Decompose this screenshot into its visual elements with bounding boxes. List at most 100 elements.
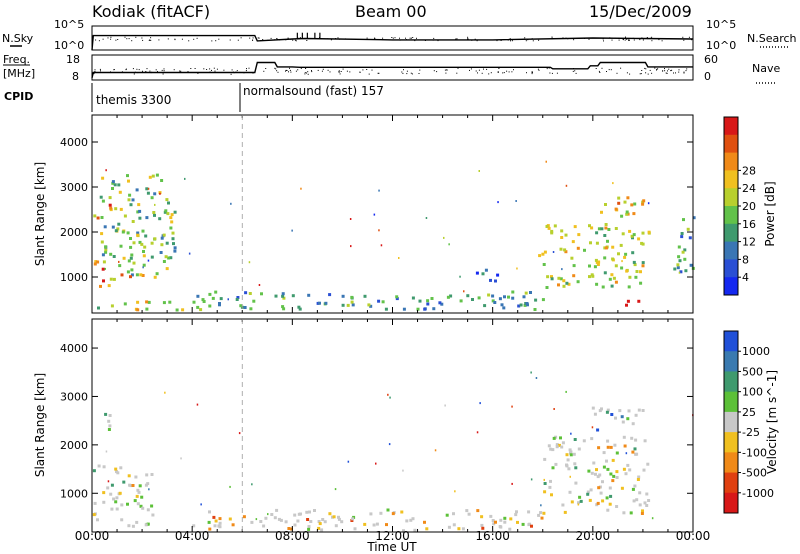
power-cell xyxy=(524,291,528,295)
time-xlabel: Time UT xyxy=(366,540,417,554)
velocity-cell xyxy=(126,502,129,506)
power-cell xyxy=(608,277,612,281)
nave-point xyxy=(644,67,646,69)
velocity-cell xyxy=(131,484,135,487)
nave-point xyxy=(190,68,192,69)
velocity-cell xyxy=(104,412,108,416)
velocity-ytick-label: 1000 xyxy=(60,487,88,500)
nsearch-point xyxy=(414,40,416,42)
velocity-cell xyxy=(499,525,503,529)
velocity-cell xyxy=(102,465,106,469)
velocity-cell xyxy=(631,487,635,491)
velocity-cell xyxy=(494,520,497,524)
nave-point xyxy=(620,67,622,69)
power-cell xyxy=(639,281,643,285)
nsearch-point xyxy=(551,36,553,38)
power-ytick-label: 4000 xyxy=(60,136,88,149)
power-cell xyxy=(426,302,430,306)
nave-point xyxy=(265,68,267,69)
nsearch-point xyxy=(110,38,112,40)
nave-point xyxy=(664,70,666,72)
power-speckle xyxy=(515,200,517,202)
nave-point xyxy=(230,73,232,75)
power-cell xyxy=(139,273,143,277)
velocity-cell xyxy=(637,475,641,479)
velocity-cell xyxy=(559,436,562,440)
power-cell xyxy=(627,285,631,289)
power-cell xyxy=(546,275,550,279)
nave-point xyxy=(307,71,309,73)
power-cell xyxy=(123,302,127,306)
nsearch-point xyxy=(551,37,553,39)
velocity-cell xyxy=(275,508,279,512)
velocity-cell xyxy=(608,486,612,490)
nave-point xyxy=(338,71,340,73)
time-tick-label: 08:00 xyxy=(275,529,310,543)
nsearch-point xyxy=(142,39,144,41)
velocity-cell xyxy=(372,523,376,527)
power-cell xyxy=(620,214,624,218)
nave-point xyxy=(239,71,241,73)
velocity-colorbar-tick-label: -1000 xyxy=(742,487,774,500)
velocity-cell xyxy=(599,491,603,495)
power-cell xyxy=(625,269,629,273)
nave-point xyxy=(274,67,276,69)
velocity-colorbar-segment xyxy=(724,432,738,453)
power-cell xyxy=(502,306,506,310)
velocity-cell xyxy=(601,480,604,484)
power-cell xyxy=(603,256,607,260)
velocity-cell xyxy=(542,511,546,515)
nave-point xyxy=(657,68,659,70)
power-cell xyxy=(684,269,688,273)
velocity-cell xyxy=(218,521,222,525)
power-cell xyxy=(692,216,696,220)
power-cell xyxy=(136,300,140,304)
velocity-cell xyxy=(122,480,126,484)
power-speckle xyxy=(373,213,376,216)
velocity-cell xyxy=(115,496,119,500)
power-speckle xyxy=(380,244,383,247)
velocity-speckle xyxy=(553,408,555,410)
power-cell xyxy=(491,294,495,298)
power-cell xyxy=(169,216,173,220)
nave-point xyxy=(342,68,344,70)
power-cell xyxy=(142,254,146,258)
power-cell xyxy=(112,277,116,281)
power-cell xyxy=(572,264,576,268)
power-cell xyxy=(680,235,684,239)
velocity-cell xyxy=(563,510,567,514)
nave-point xyxy=(645,72,647,74)
freq-left-tick-top: 18 xyxy=(66,53,80,66)
beam-title: Beam 00 xyxy=(355,2,427,21)
velocity-cell xyxy=(138,484,142,488)
power-cell xyxy=(128,193,132,197)
nsearch-point xyxy=(276,38,278,39)
power-cell xyxy=(131,220,135,223)
power-speckle xyxy=(443,236,445,239)
velocity-cell xyxy=(634,452,638,456)
power-cell xyxy=(101,199,105,203)
nsearch-point xyxy=(618,39,620,41)
power-cell xyxy=(142,250,145,253)
nave-point xyxy=(179,70,181,72)
velocity-cell xyxy=(386,508,390,512)
nave-point xyxy=(683,71,685,73)
power-cell xyxy=(152,211,156,214)
velocity-cell xyxy=(629,511,633,515)
power-cell xyxy=(291,294,295,298)
nave-point xyxy=(307,73,309,75)
velocity-speckle xyxy=(200,503,202,506)
velocity-cell xyxy=(128,483,132,487)
velocity-cell xyxy=(622,467,626,471)
velocity-cell xyxy=(259,520,263,523)
nsearch-point xyxy=(618,37,620,39)
velocity-cell xyxy=(589,488,593,492)
power-speckle xyxy=(300,187,302,190)
velocity-cell xyxy=(551,448,555,452)
velocity-cell xyxy=(296,519,300,523)
nave-point xyxy=(445,72,447,74)
nave-point xyxy=(645,68,647,70)
power-cell xyxy=(481,272,485,276)
velocity-cell xyxy=(277,517,281,521)
time-tick-label: 16:00 xyxy=(475,529,510,543)
